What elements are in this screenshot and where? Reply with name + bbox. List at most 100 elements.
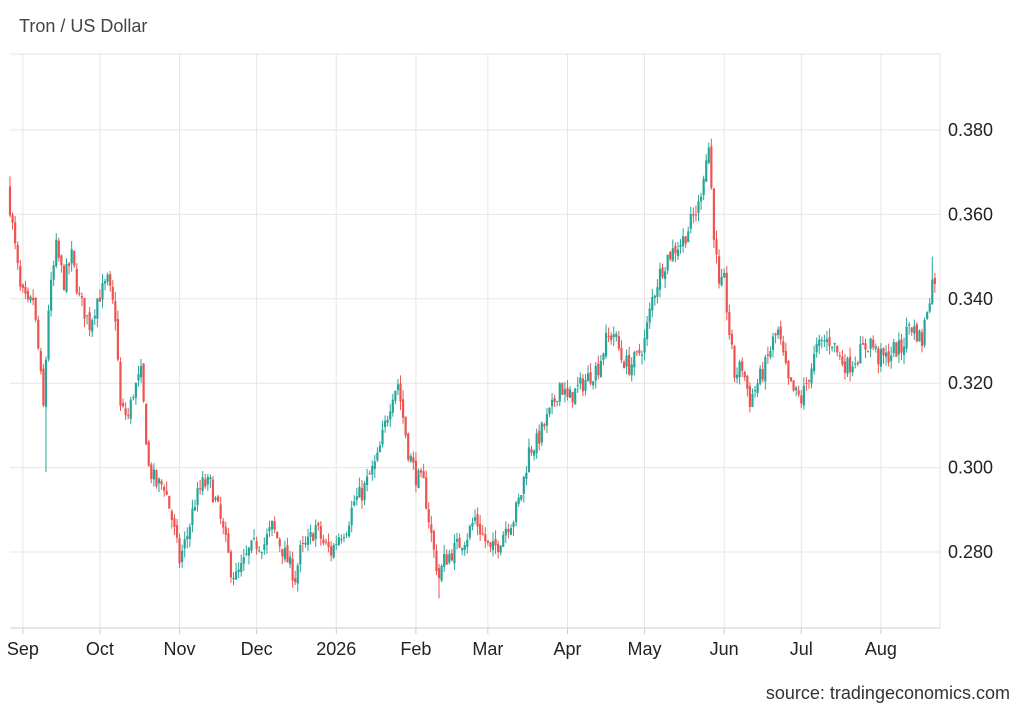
candle-body (232, 577, 235, 580)
candle-body (884, 352, 888, 357)
candle-body (47, 310, 50, 360)
candle-body (602, 353, 605, 360)
candle-body (646, 322, 649, 339)
candle-body (147, 441, 150, 466)
candle-body (150, 464, 153, 479)
candle-body (188, 526, 191, 539)
candle-body (710, 146, 713, 188)
candle-body (304, 542, 307, 545)
candle-body (908, 324, 911, 326)
candle-body (101, 283, 104, 300)
candle-body (807, 380, 811, 382)
candle-body (57, 240, 60, 258)
candle-body (509, 528, 513, 535)
candle-body (399, 383, 402, 402)
candle-body (283, 547, 286, 560)
candle-body (628, 354, 631, 375)
candle-body (797, 390, 800, 395)
candle-body (219, 504, 222, 519)
candle-body (34, 297, 37, 320)
candle-body (823, 340, 826, 342)
candle-body (830, 347, 834, 349)
candle-body (877, 348, 880, 365)
candle-body (568, 389, 572, 398)
candle-body (882, 348, 885, 356)
candle-body (905, 326, 908, 349)
candle-body (237, 569, 240, 573)
candle-body (484, 534, 487, 542)
candle-body (869, 338, 872, 349)
candle-body (515, 502, 518, 523)
candle-body (294, 578, 297, 583)
candle-body (491, 541, 495, 551)
candle-body (561, 383, 564, 395)
candle-body (717, 256, 721, 284)
candle-body (381, 429, 384, 445)
candle-body (214, 497, 217, 500)
candle-body (697, 201, 700, 213)
candle-body (579, 377, 582, 384)
candle-body (502, 534, 505, 547)
candle-body (75, 268, 78, 293)
candle-body (895, 342, 898, 357)
candle-body (422, 471, 425, 479)
candle-body (913, 326, 916, 334)
candle-body (813, 353, 816, 372)
candle-body (445, 554, 448, 565)
candle-body (805, 383, 808, 385)
candle-body (777, 329, 780, 335)
candle-body (473, 517, 477, 521)
candle-body (920, 332, 924, 347)
candle-body (525, 472, 528, 480)
candle-body (756, 383, 759, 393)
x-tick-label: 2026 (316, 639, 356, 659)
candle-body (312, 533, 315, 542)
candle-body (91, 320, 94, 332)
candle-body (648, 308, 651, 323)
candle-body (234, 571, 238, 580)
candle-body (723, 272, 726, 278)
candle-body (517, 497, 520, 504)
candle-body (296, 565, 299, 584)
candle-body (725, 272, 728, 313)
candle-body (355, 496, 358, 501)
candle-body (458, 537, 461, 548)
candle-body (671, 248, 674, 261)
candle-body (430, 524, 433, 533)
candle-body (332, 545, 335, 558)
candle-body (669, 251, 672, 260)
candle-body (527, 447, 531, 473)
candle-body (507, 529, 510, 533)
candle-body (175, 525, 179, 538)
candle-body (604, 332, 608, 357)
candle-body (103, 281, 107, 284)
candle-body (137, 374, 140, 381)
candle-body (255, 541, 258, 550)
candle-body (684, 236, 687, 244)
candle-body (201, 477, 204, 491)
candle-body (556, 400, 559, 402)
candle-body (227, 533, 230, 553)
candle-body (199, 488, 202, 490)
candle-body (419, 470, 423, 473)
candle-body (586, 373, 590, 382)
candle-body (265, 534, 269, 545)
candle-body (854, 363, 857, 365)
candle-body (134, 382, 137, 398)
candle-body (730, 333, 734, 345)
candle-body (216, 496, 220, 502)
candle-body (836, 345, 839, 353)
candle-body (581, 378, 585, 392)
candle-body (181, 550, 184, 562)
candle-body (37, 319, 40, 349)
candle-body (448, 554, 451, 563)
candle-body (96, 298, 99, 319)
candle-body (789, 377, 793, 381)
candle-body (499, 545, 502, 553)
candle-body (584, 380, 587, 391)
candle-body (204, 479, 207, 487)
candle-body (759, 368, 762, 384)
candle-body (414, 460, 418, 486)
candle-body (640, 354, 644, 356)
candle-body (337, 537, 340, 545)
